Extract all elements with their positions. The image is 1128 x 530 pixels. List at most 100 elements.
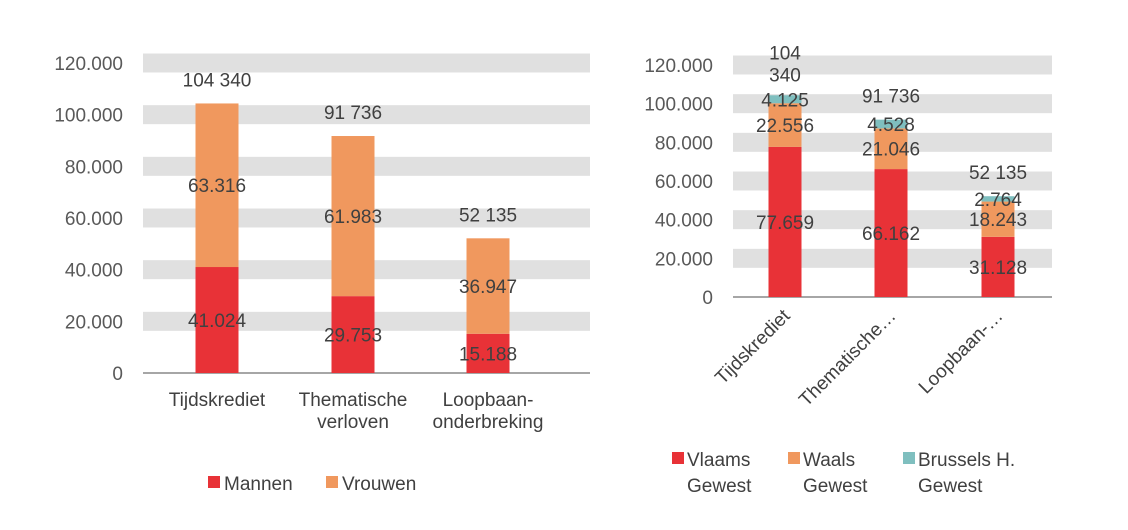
total-label-line: 52 135 [459, 205, 517, 226]
data-label: 31.128 [969, 258, 1027, 279]
y-tick-label: 20.000 [655, 249, 713, 270]
total-label-line: 340 [769, 65, 801, 86]
legend-label-line: Gewest [687, 476, 752, 497]
total-label: 52 135 [459, 205, 517, 226]
legend-swatch [326, 476, 338, 488]
x-category-label-line: Thematische… [795, 306, 900, 411]
data-label: 2.764 [974, 190, 1022, 211]
data-label: 29.753 [324, 326, 382, 347]
legend-label-line: Vlaams [687, 450, 750, 471]
data-label-line: 21.046 [862, 140, 920, 161]
bar-segment [195, 267, 239, 373]
legend-label-line: Gewest [918, 476, 983, 497]
y-tick-label: 0 [112, 364, 123, 385]
gridline [143, 105, 590, 125]
y-tick-label: 40.000 [65, 261, 123, 282]
y-tick-label-line: 0 [702, 288, 713, 309]
data-label-line: 63.316 [188, 176, 246, 197]
y-tick-label: 80.000 [655, 133, 713, 154]
legend-label: Vlaams Gewest [687, 450, 752, 497]
x-category-label-line: Loopbaan-… [915, 306, 1008, 399]
y-tick-label-line: 120.000 [54, 54, 123, 75]
legend-swatch [208, 476, 220, 488]
data-label-line: 77.659 [756, 213, 814, 234]
data-label-line: 2.764 [974, 190, 1022, 211]
chart-1: 0 20.000 40.000 60.000 80.000 100.000 120.000 4… [54, 53, 590, 495]
y-tick-label-line: 0 [112, 364, 123, 385]
total-label: 104 340 [769, 43, 801, 86]
data-label: 66.162 [862, 224, 920, 245]
total-label-line: 104 [769, 43, 801, 64]
total-label-line: 52 135 [969, 163, 1027, 184]
bar-segment [981, 236, 1015, 297]
legend-label: Brussels H. Gewest [918, 450, 1015, 497]
data-label: 18.243 [969, 210, 1027, 231]
bar-segment [768, 95, 802, 104]
bar-segment [981, 201, 1015, 237]
y-tick-label-line: 40.000 [655, 211, 713, 232]
bar-segment [981, 196, 1015, 202]
data-label: 63.316 [188, 176, 246, 197]
data-label: 36.947 [459, 277, 517, 298]
total-label-line: 91 736 [862, 87, 920, 108]
bar-segment [768, 146, 802, 297]
data-label-line: 4.125 [761, 90, 809, 111]
bar-segment [874, 128, 908, 170]
x-category-label: Loopbaan-onderbreking [433, 390, 544, 433]
y-tick-label: 20.000 [65, 312, 123, 333]
y-tick-label: 120.000 [54, 54, 123, 75]
bar-segment [331, 136, 375, 297]
y-tick-label: 100.000 [54, 106, 123, 127]
y-tick-label-line: 60.000 [655, 172, 713, 193]
y-tick-label-line: 100.000 [54, 106, 123, 127]
x-category-label: Thematische verloven [299, 390, 408, 433]
y-tick-label-line: 40.000 [65, 261, 123, 282]
y-tick-label: 100.000 [644, 95, 713, 116]
y-tick-label: 120.000 [644, 56, 713, 77]
x-category-label-line: Tijdskrediet [711, 305, 795, 389]
y-tick-label-line: 20.000 [655, 249, 713, 270]
y-tick-label-line: 20.000 [65, 312, 123, 333]
legend-label: Mannen [224, 474, 293, 495]
legend-label-line: Brussels H. [918, 450, 1015, 471]
data-label: 21.046 [862, 140, 920, 161]
legend-label-line: Gewest [803, 476, 868, 497]
bar-segment [874, 169, 908, 297]
x-category-label: Loopbaan-… [915, 306, 1008, 399]
y-tick-label: 40.000 [655, 211, 713, 232]
y-tick-label: 60.000 [655, 172, 713, 193]
data-label-line: 61.983 [324, 207, 382, 228]
legend-swatch [903, 452, 915, 464]
bar-segment [874, 119, 908, 129]
x-category-label: Thematische… [795, 306, 900, 411]
y-tick-label: 0 [702, 288, 713, 309]
x-category-label-line: Loopbaan- [443, 390, 534, 411]
gridline [733, 94, 1052, 114]
data-label: 4.125 [761, 90, 809, 111]
data-label-line: 41.024 [188, 311, 247, 332]
data-label: 22.556 [756, 116, 814, 137]
y-tick-label-line: 100.000 [644, 95, 713, 116]
chart-2: 0 20.000 40.000 60.000 80.000 100.000 120.000 7… [644, 43, 1052, 497]
y-tick-label: 60.000 [65, 209, 123, 230]
gridline [143, 53, 590, 73]
data-label: 61.983 [324, 207, 382, 228]
total-label-line: 91 736 [324, 103, 382, 124]
total-label: 91 736 [324, 103, 382, 124]
data-label: 4.528 [867, 115, 915, 136]
data-label-line: 18.243 [969, 210, 1027, 231]
y-tick-label-line: 120.000 [644, 56, 713, 77]
legend-label-line: Mannen [224, 474, 293, 495]
data-label-line: 15.188 [459, 344, 517, 365]
data-label: 15.188 [459, 344, 517, 365]
x-category-label: Tijdskrediet [169, 390, 266, 411]
legend-label-line: Waals [803, 450, 855, 471]
data-label-line: 4.528 [867, 115, 915, 136]
y-tick-label-line: 80.000 [65, 157, 123, 178]
legend-swatch [672, 452, 684, 464]
total-label: 104 340 [183, 70, 252, 91]
bar-segment [466, 238, 510, 334]
data-label-line: 31.128 [969, 258, 1027, 279]
data-label: 77.659 [756, 213, 814, 234]
